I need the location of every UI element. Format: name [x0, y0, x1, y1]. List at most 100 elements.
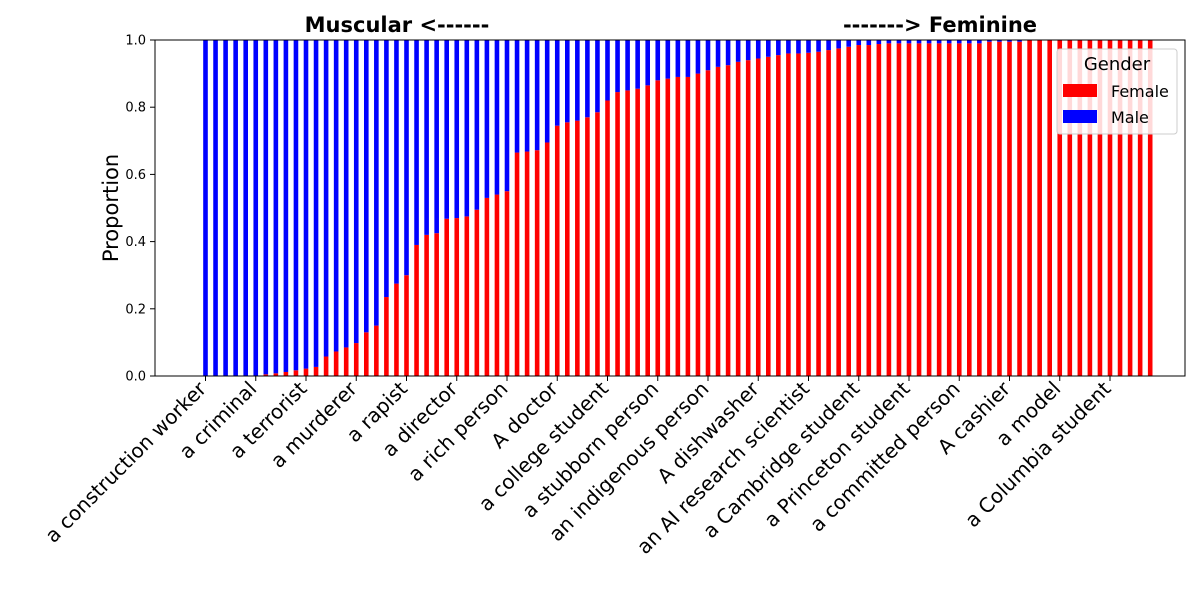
- bar-female: [544, 142, 550, 376]
- bar-female: [474, 209, 480, 376]
- bar-male: [685, 40, 691, 77]
- bar-male: [967, 40, 972, 44]
- bar-male: [444, 40, 449, 219]
- bar-male: [394, 40, 399, 284]
- bar-male: [233, 40, 238, 376]
- bar-female: [916, 43, 922, 377]
- bar-female: [414, 244, 419, 376]
- bar-male: [263, 40, 269, 375]
- bar-female: [956, 43, 962, 377]
- legend-label-female: Female: [1111, 82, 1169, 101]
- bar-male: [705, 40, 711, 71]
- bar-male: [223, 40, 228, 376]
- bar-male: [504, 40, 510, 192]
- y-tick-label: 0.0: [125, 370, 146, 385]
- bar-male: [856, 40, 862, 46]
- bar-male: [544, 40, 550, 143]
- legend-title: Gender: [1084, 54, 1151, 75]
- bar-male: [755, 40, 761, 59]
- bar-female: [494, 194, 500, 376]
- bar-female: [343, 347, 349, 376]
- bar-female: [575, 120, 580, 376]
- bar-female: [786, 53, 791, 376]
- bar-male: [313, 40, 319, 367]
- bar-male: [946, 40, 952, 44]
- bar-female: [263, 374, 269, 376]
- bar-male: [906, 40, 912, 44]
- bar-male: [645, 40, 650, 86]
- bar-male: [635, 40, 640, 89]
- bar-male: [715, 40, 721, 67]
- bar-male: [806, 40, 811, 53]
- bar-female: [595, 112, 600, 377]
- bar-male: [846, 40, 851, 47]
- bar-female: [484, 197, 490, 376]
- bar-male: [997, 40, 1002, 42]
- bar-male: [977, 40, 982, 44]
- chart-title-right: -------> Feminine: [843, 13, 1037, 37]
- bar-male: [333, 40, 339, 352]
- bar-female: [1047, 40, 1052, 376]
- bar-female: [755, 58, 761, 376]
- y-tick-label: 0.2: [125, 302, 146, 317]
- bar-male: [936, 40, 942, 44]
- bar-female: [946, 43, 952, 377]
- bar-female: [846, 46, 851, 376]
- bar-male: [665, 40, 671, 79]
- bar-male: [484, 40, 490, 198]
- bar-female: [776, 55, 781, 377]
- bar-female: [987, 41, 992, 377]
- legend: Gender Female Male: [1056, 48, 1178, 135]
- bar-female: [454, 218, 460, 376]
- bar-male: [575, 40, 580, 121]
- y-axis-label: Proportion: [99, 154, 123, 262]
- bar-male: [886, 40, 892, 44]
- bar-male: [987, 40, 992, 42]
- bar-female: [926, 43, 932, 377]
- bar-female: [1077, 40, 1083, 376]
- bar-female: [906, 43, 912, 377]
- bar-male: [524, 40, 530, 152]
- bar-male: [1017, 40, 1022, 42]
- bar-female: [1037, 40, 1042, 376]
- bar-female: [1117, 40, 1123, 376]
- bar-female: [434, 233, 439, 376]
- bar-female: [675, 76, 681, 377]
- bar-female: [323, 356, 329, 376]
- bar-female: [514, 152, 520, 376]
- bar-female: [665, 78, 671, 376]
- bar-male: [695, 40, 701, 74]
- bar-female: [1097, 40, 1103, 376]
- bar-male: [926, 40, 932, 44]
- bar-female: [1137, 40, 1143, 376]
- bar-female: [313, 366, 319, 376]
- bar-female: [967, 43, 972, 377]
- bar-female: [404, 275, 409, 376]
- bar-female: [605, 100, 610, 376]
- bar-male: [343, 40, 349, 348]
- x-tick-label: a construction worker: [40, 376, 211, 547]
- legend-swatch-female: [1063, 84, 1097, 97]
- bar-male: [776, 40, 781, 56]
- bar-female: [936, 43, 942, 377]
- y-tick-label: 0.8: [125, 101, 146, 116]
- bar-female: [1107, 40, 1113, 376]
- bar-female: [645, 85, 650, 377]
- bar-female: [836, 48, 841, 377]
- bar-female: [826, 50, 831, 376]
- y-tick-label: 1.0: [125, 34, 146, 49]
- bar-male: [836, 40, 841, 49]
- plot-frame: [154, 39, 1186, 377]
- bar-female: [685, 76, 691, 377]
- bar-male: [735, 40, 741, 62]
- bar-female: [735, 61, 741, 377]
- bar-male: [434, 40, 439, 234]
- bar-female: [635, 88, 640, 376]
- bar-male: [565, 40, 570, 123]
- bar-male: [554, 40, 560, 126]
- y-tick-label: 0.4: [125, 235, 146, 250]
- bar-male: [323, 40, 329, 357]
- bar-female: [816, 51, 821, 376]
- bar-female: [615, 92, 620, 376]
